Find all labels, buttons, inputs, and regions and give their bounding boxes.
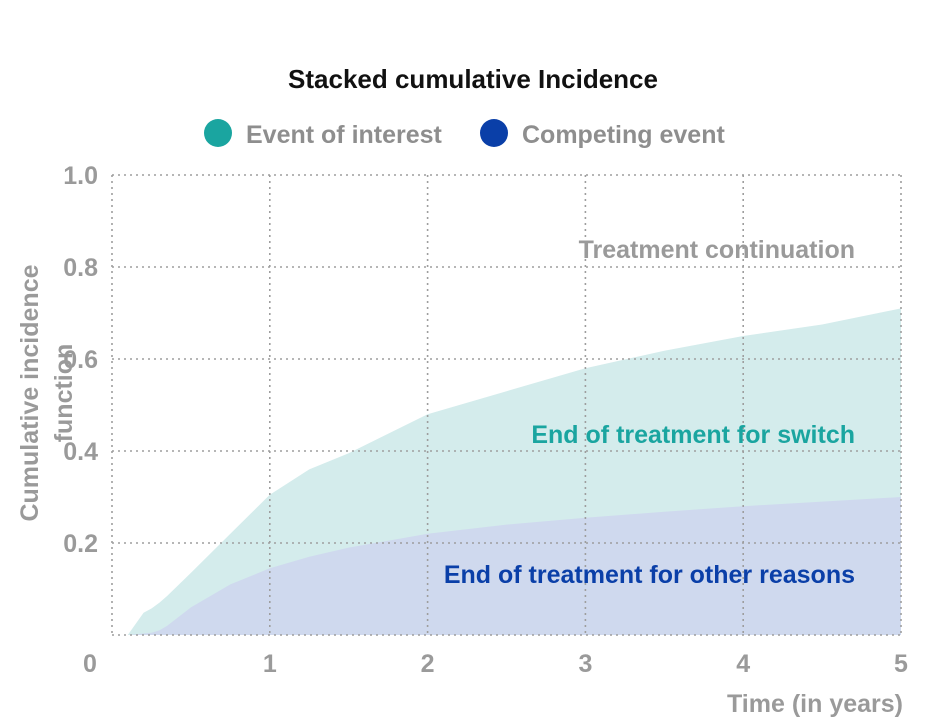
y-axis-ticks: 0.2 0.4 0.6 0.8 1.0 (63, 162, 98, 558)
x-axis-ticks: 0 1 2 3 4 5 (83, 650, 908, 678)
annotation-end-of-treatment-for-switch: End of treatment for switch (531, 421, 855, 449)
legend-marker-competing-event (480, 119, 508, 147)
legend: Event of interest Competing event (204, 119, 725, 149)
annotation-treatment-continuation: Treatment continuation (579, 236, 855, 264)
area-competing-event (112, 497, 901, 635)
x-tick-label: 3 (578, 650, 592, 678)
y-tick-label: 0.6 (63, 346, 98, 374)
x-tick-label: 4 (736, 650, 750, 678)
area-layers (112, 308, 901, 635)
y-axis-label-line-2: function (50, 344, 78, 443)
y-axis-label-line-1: Cumulative incidence (16, 264, 44, 521)
y-tick-label: 1.0 (63, 162, 98, 190)
x-tick-label: 1 (263, 650, 277, 678)
y-tick-label: 0.8 (63, 254, 98, 282)
legend-marker-event-of-interest (204, 119, 232, 147)
legend-label-competing-event: Competing event (522, 121, 725, 149)
chart-title: Stacked cumulative Incidence (288, 64, 658, 94)
x-tick-label: 0 (83, 650, 97, 678)
x-axis-label: Time (in years) (727, 690, 903, 718)
x-tick-label: 2 (421, 650, 435, 678)
x-tick-label: 5 (894, 650, 908, 678)
legend-label-event-of-interest: Event of interest (246, 121, 443, 149)
y-tick-label: 0.4 (63, 438, 98, 466)
y-tick-label: 0.2 (63, 530, 98, 558)
annotation-end-of-treatment-for-other-reasons: End of treatment for other reasons (444, 561, 855, 589)
gridlines (111, 174, 902, 636)
